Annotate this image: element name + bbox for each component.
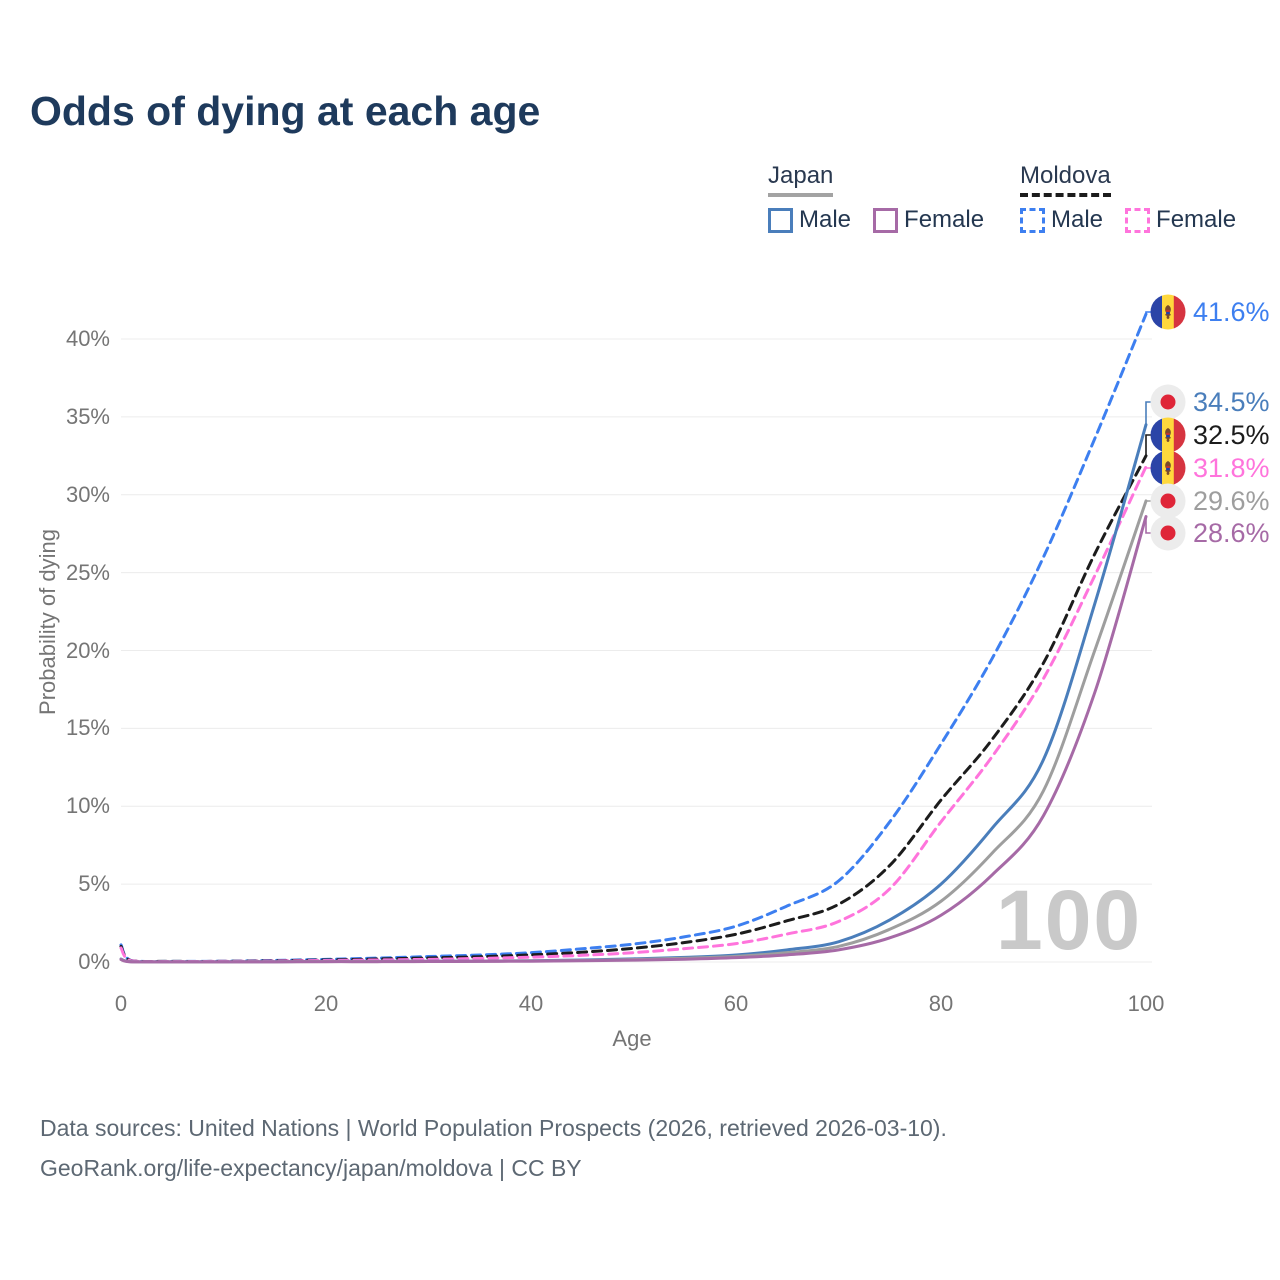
flag-icon-japan [1150,483,1186,519]
end-label-value-japan-female: 28.6% [1193,517,1270,548]
x-axis-title: Age [612,1026,652,1051]
chart-legend: Japan Male Female Moldova Male Female [0,162,1280,252]
end-label-japan-male: 34.5% [1150,383,1270,421]
legend-items-moldova: Male Female [1020,206,1258,234]
series-line-japan-male [119,423,1148,964]
legend-checkbox-japan-male[interactable] [768,207,793,233]
series-line-moldova-female [119,465,1148,964]
legend-country-moldova[interactable]: Moldova [1020,162,1111,197]
end-label-moldova-female: 31.8% [1150,449,1270,487]
legend-checkbox-japan-female[interactable] [873,207,899,233]
data-sources-text: Data sources: United Nations | World Pop… [40,1115,947,1141]
x-tick-label: 100 [1127,991,1165,1016]
series-line-moldova-male [119,312,1148,963]
y-tick-label: 40% [65,326,110,351]
end-label-value-moldova-female: 31.8% [1193,452,1270,483]
x-tick-label: 40 [518,991,544,1016]
flag-icon-moldova [1150,294,1186,330]
y-tick-label: 5% [78,871,110,897]
x-tick-label: 80 [928,991,954,1016]
end-label-moldova-male: 41.6% [1150,293,1270,331]
y-tick-label: 20% [65,637,110,663]
flag-icon-japan [1150,515,1186,551]
y-tick-label: 25% [65,559,110,585]
series-line-moldova-all [119,454,1148,963]
series-line-japan-female [119,515,1148,964]
end-label-japan-all: 29.6% [1150,482,1270,520]
attribution-text: GeoRank.org/life-expectancy/japan/moldov… [40,1155,582,1181]
end-label-value-moldova-male: 41.6% [1193,296,1270,327]
x-tick-label: 0 [114,991,128,1016]
chart-footer: Data sources: United Nations | World Pop… [40,1108,947,1188]
age-hover-watermark: 100 [996,873,1143,967]
legend-group-japan: Japan Male Female [768,162,1006,234]
y-axis-title: Probability of dying [35,529,60,715]
end-label-moldova-all: 32.5% [1150,416,1270,454]
legend-items-japan: Male Female [768,206,1006,234]
y-tick-label: 30% [65,481,110,507]
y-tick-label: 10% [65,793,110,819]
legend-label-japan-female: Female [904,206,985,233]
flag-icon-moldova [1150,450,1186,486]
flag-icon-moldova [1150,417,1186,453]
end-label-value-japan-all: 29.6% [1193,485,1270,516]
flag-icon-japan [1150,384,1186,420]
legend-label-moldova-female: Female [1156,206,1237,233]
y-tick-label: 15% [65,715,110,741]
legend-checkbox-moldova-female[interactable] [1125,207,1151,233]
y-tick-label: 35% [65,403,110,429]
end-label-value-japan-male: 34.5% [1193,386,1270,417]
end-label-value-moldova-all: 32.5% [1193,419,1270,450]
x-tick-label: 60 [723,991,749,1016]
legend-label-moldova-male: Male [1051,206,1104,233]
legend-country-japan[interactable]: Japan [768,162,834,197]
page-title: Odds of dying at each age [30,88,541,134]
x-tick-label: 20 [313,991,339,1016]
legend-checkbox-moldova-male[interactable] [1020,207,1045,233]
y-tick-label: 0% [78,949,110,974]
legend-group-moldova: Moldova Male Female [1020,162,1258,234]
legend-label-japan-male: Male [799,206,852,233]
series-line-japan-all [119,499,1148,964]
end-label-japan-female: 28.6% [1150,514,1270,552]
